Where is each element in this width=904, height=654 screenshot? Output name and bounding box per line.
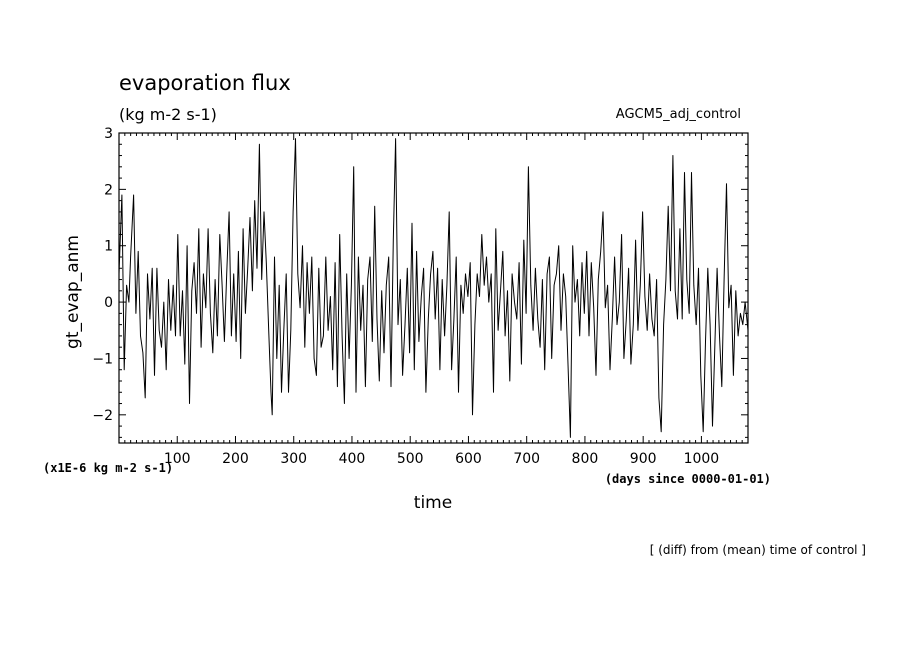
plot-data bbox=[118, 138, 749, 438]
y-tick-label: 1 bbox=[104, 239, 113, 255]
x-tick-label: 1000 bbox=[684, 451, 720, 467]
x-tick-label: 100 bbox=[164, 451, 191, 467]
y-tick-label: 2 bbox=[104, 182, 113, 198]
footnote: [ (diff) from (mean) time of control ] bbox=[650, 543, 866, 557]
y-axis-label: gt_evap_anm bbox=[63, 235, 83, 349]
y-tick-label: 3 bbox=[104, 126, 113, 142]
x-tick-label: 900 bbox=[630, 451, 657, 467]
series-line-0 bbox=[118, 138, 749, 438]
chart-title: evaporation flux bbox=[119, 71, 291, 95]
x-tick-label: 700 bbox=[513, 451, 540, 467]
x-tick-label: 500 bbox=[397, 451, 424, 467]
y-tick-label: −2 bbox=[92, 408, 113, 424]
axis-ticks: 100 200 300 400 500 600 700 800 900 1000 −2 −1 0 1 2 3 bbox=[92, 126, 748, 467]
x-tick-label: 300 bbox=[280, 451, 307, 467]
x-tick-label: 200 bbox=[222, 451, 249, 467]
y-tick-label: 0 bbox=[104, 295, 113, 311]
x-axis-label: time bbox=[414, 493, 452, 513]
chart-subtitle: (kg m-2 s-1) bbox=[119, 105, 217, 124]
y-scale-note: (x1E-6 kg m-2 s-1) bbox=[43, 461, 173, 475]
plot-frame bbox=[118, 132, 749, 444]
dataset-label: AGCM5_adj_control bbox=[616, 107, 741, 122]
y-tick-label: −1 bbox=[92, 351, 113, 367]
x-units-note: (days since 0000-01-01) bbox=[605, 472, 771, 486]
x-tick-label: 800 bbox=[572, 451, 599, 467]
x-tick-label: 400 bbox=[339, 451, 366, 467]
x-tick-label: 600 bbox=[455, 451, 482, 467]
